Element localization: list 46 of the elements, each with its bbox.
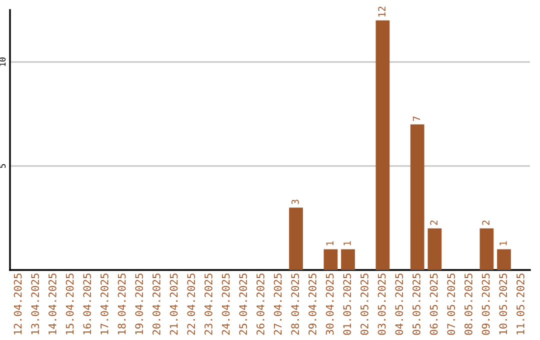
x-tick-label: 17.04.2025	[100, 274, 108, 334]
x-tick-label: 29.04.2025	[308, 274, 316, 335]
data-label: 12	[378, 6, 386, 16]
bar	[376, 20, 390, 270]
x-tick-label: 03.05.2025	[378, 274, 386, 335]
data-label: 1	[344, 241, 351, 246]
x-tick-label: 04.05.2025	[395, 274, 404, 335]
data-label: 1	[326, 241, 334, 246]
x-tick-label: 30.04.2025	[326, 274, 334, 335]
x-tick-label: 24.04.2025	[222, 274, 230, 335]
x-tick-label: 14.04.2025	[48, 274, 56, 334]
x-tick-label: 01.05.2025	[343, 274, 352, 335]
x-tick-label: 10.05.2025	[499, 274, 508, 334]
x-tick-label: 07.05.2025	[447, 274, 456, 335]
data-label: 7	[412, 116, 420, 121]
bar	[428, 228, 442, 270]
x-tick-label: 06.05.2025	[430, 274, 438, 335]
x-tick-label: 27.04.2025	[274, 274, 282, 335]
x-tick-label: 23.04.2025	[204, 274, 212, 335]
data-label: 1	[500, 241, 507, 246]
bar	[341, 249, 355, 270]
x-tick-label: 15.04.2025	[66, 274, 74, 334]
x-tick-label: 21.04.2025	[170, 274, 178, 335]
bar	[410, 124, 424, 270]
x-tick-label: 05.05.2025	[412, 274, 420, 335]
x-tick-label: 08.05.2025	[464, 274, 472, 335]
x-tick-label: 11.05.2025	[516, 274, 524, 334]
x-tick-label: 20.04.2025	[152, 274, 160, 335]
x-tick-label: 25.04.2025	[239, 274, 248, 335]
x-tick-label: 09.05.2025	[482, 274, 490, 335]
x-tick-label: 22.04.2025	[187, 274, 196, 335]
x-tick-label: 18.04.2025	[118, 274, 126, 334]
bar	[480, 228, 494, 270]
x-tick-label: 12.04.2025	[14, 274, 22, 334]
x-tick-label: 28.04.2025	[291, 274, 300, 335]
x-tick-label: 02.05.2025	[360, 274, 368, 335]
x-tick-label: 19.04.2025	[135, 274, 144, 334]
data-label: 3	[291, 200, 299, 204]
x-tick-label: 13.04.2025	[31, 274, 40, 334]
bar	[497, 249, 511, 270]
x-tick-label: 26.04.2025	[256, 274, 264, 335]
bar	[289, 208, 303, 270]
bar	[324, 249, 338, 270]
data-label: 2	[482, 220, 490, 225]
x-tick-label: 16.04.2025	[83, 274, 92, 334]
data-label: 2	[430, 220, 438, 225]
